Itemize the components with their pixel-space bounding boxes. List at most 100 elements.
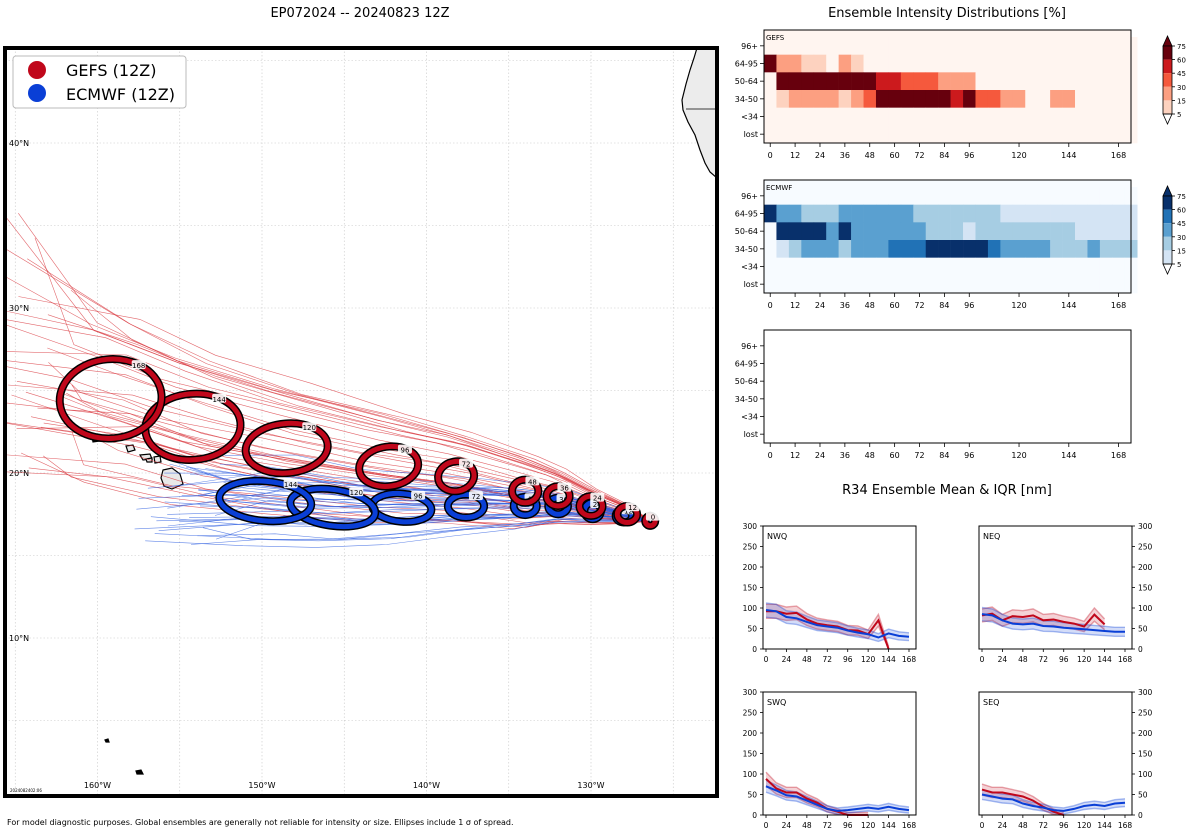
intensity-row-label: 34-50 bbox=[735, 95, 758, 104]
r34-x-tick-label: 0 bbox=[980, 655, 985, 664]
r34-iqr-upper bbox=[981, 788, 1126, 809]
heatmap-cell bbox=[987, 107, 1001, 126]
intensity-distributions: Ensemble Intensity Distributions [%] 96+… bbox=[735, 6, 1186, 460]
gefs-member-track bbox=[27, 258, 651, 522]
heatmap-cell bbox=[838, 275, 852, 294]
r34-x-tick-label: 48 bbox=[802, 655, 812, 664]
r34-iqr-upper bbox=[981, 606, 1106, 623]
heatmap-cell bbox=[801, 90, 815, 108]
heatmap-cell bbox=[913, 125, 927, 144]
heatmap-cell bbox=[788, 125, 802, 144]
heatmap-cell bbox=[838, 257, 852, 276]
heatmap-cell bbox=[776, 257, 790, 276]
gefs-hour-box bbox=[302, 422, 317, 432]
heatmap-cell bbox=[776, 240, 790, 258]
map-frame bbox=[3, 46, 719, 798]
heatmap-cell bbox=[1062, 125, 1076, 144]
ecmwf-colorbar: 5 15 30 45 60 75 bbox=[1162, 185, 1186, 275]
heatmap-cell bbox=[1025, 257, 1038, 276]
heatmap-cell bbox=[1075, 125, 1088, 144]
heatmap-cell bbox=[1050, 275, 1063, 294]
heatmap-cell bbox=[938, 107, 951, 126]
gefs-ellipse bbox=[508, 475, 543, 507]
r34-x-tick-label: 24 bbox=[782, 821, 792, 830]
heatmap-cell bbox=[764, 90, 777, 108]
r34-y-tick-label: 200 bbox=[1138, 729, 1153, 738]
heatmap-cell bbox=[913, 204, 927, 223]
r34-y-tick-label: 250 bbox=[1138, 709, 1153, 718]
intensity-row-label: lost bbox=[744, 130, 758, 139]
heatmap-cell bbox=[900, 240, 914, 258]
heatmap-cell bbox=[1075, 222, 1088, 241]
intensity-hour-label: 60 bbox=[890, 301, 900, 310]
gefs-ellipse-band bbox=[57, 356, 165, 441]
heatmap-cell bbox=[801, 72, 815, 91]
heatmap-cell bbox=[838, 222, 852, 241]
heatmap-cell bbox=[813, 257, 827, 276]
heatmap-cell bbox=[788, 37, 802, 55]
heatmap-cell bbox=[764, 240, 777, 258]
intensity-row-label: 50-64 bbox=[735, 227, 758, 236]
heatmap-cell bbox=[826, 187, 839, 205]
heatmap-cell bbox=[826, 37, 839, 55]
heatmap-cell bbox=[764, 187, 777, 205]
heatmap-cell bbox=[875, 187, 889, 205]
r34-iqr-upper bbox=[765, 602, 910, 635]
heatmap-cell bbox=[838, 125, 852, 144]
heatmap-cell bbox=[1075, 204, 1088, 223]
heatmap-cell bbox=[838, 72, 852, 91]
heatmap-cell bbox=[851, 37, 864, 55]
heatmap-cell bbox=[950, 275, 964, 294]
heatmap-cell bbox=[1099, 54, 1113, 73]
intensity-row-label: 34-50 bbox=[735, 395, 758, 404]
heatmap-cell bbox=[813, 222, 827, 241]
heatmap-cell bbox=[963, 125, 976, 144]
legend-ecmwf-label: ECMWF (12Z) bbox=[66, 85, 175, 104]
heatmap-cell bbox=[963, 72, 976, 91]
gefs-hour-box bbox=[590, 492, 605, 502]
heatmap-cell bbox=[764, 257, 777, 276]
heatmap-cell bbox=[1099, 204, 1113, 223]
heatmap-cell bbox=[813, 37, 827, 55]
intensity-hour-label: 144 bbox=[1061, 151, 1076, 160]
heatmap-cell bbox=[1037, 37, 1051, 55]
intensity-row-label: <34 bbox=[741, 413, 758, 422]
heatmap-cell bbox=[1025, 125, 1038, 144]
heatmap-cell bbox=[764, 72, 777, 91]
gefs-hour-label: 144 bbox=[212, 396, 226, 404]
heatmap-cell bbox=[851, 54, 864, 73]
heatmap-cell bbox=[938, 54, 951, 73]
r34-x-tick-label: 168 bbox=[1118, 821, 1133, 830]
intensity-row-label: lost bbox=[744, 280, 758, 289]
gefs-panel-label: GEFS bbox=[766, 34, 785, 42]
heatmap-cell bbox=[776, 90, 790, 108]
ecmwf-ellipse bbox=[215, 476, 316, 526]
gefs-hour-box bbox=[212, 393, 227, 403]
colorbar-segment bbox=[1163, 86, 1172, 101]
r34-iqr-band bbox=[766, 780, 909, 814]
intensity-hour-label: 0 bbox=[768, 151, 773, 160]
heatmap-cell bbox=[950, 37, 964, 55]
r34-iqr-upper bbox=[981, 606, 1125, 628]
heatmap-cell bbox=[913, 107, 927, 126]
heatmap-cell bbox=[764, 204, 777, 223]
heatmap-cell bbox=[1050, 54, 1063, 73]
colorbar-tick-label: 60 bbox=[1177, 207, 1186, 215]
r34-iqr-lower bbox=[981, 620, 1125, 637]
heatmap-cell bbox=[975, 72, 989, 91]
heatmap-cell bbox=[788, 107, 802, 126]
heatmap-cell bbox=[851, 240, 864, 258]
heatmap-cell bbox=[1112, 107, 1126, 126]
r34-iqr-lower bbox=[765, 791, 910, 815]
r34-y-tick-label: 100 bbox=[1138, 604, 1153, 613]
heatmap-cell bbox=[851, 90, 864, 108]
lat-tick-label: 40°N bbox=[9, 139, 29, 148]
intensity-hour-label: 120 bbox=[1011, 451, 1026, 460]
heatmap-cell bbox=[1000, 187, 1014, 205]
heatmap-cell bbox=[1025, 54, 1038, 73]
intensity-hour-label: 36 bbox=[840, 151, 850, 160]
heatmap-cell bbox=[863, 72, 877, 91]
ecmwf-hour-box bbox=[283, 479, 298, 489]
heatmap-cell bbox=[838, 90, 852, 108]
r34-iqr-lower bbox=[766, 617, 890, 650]
